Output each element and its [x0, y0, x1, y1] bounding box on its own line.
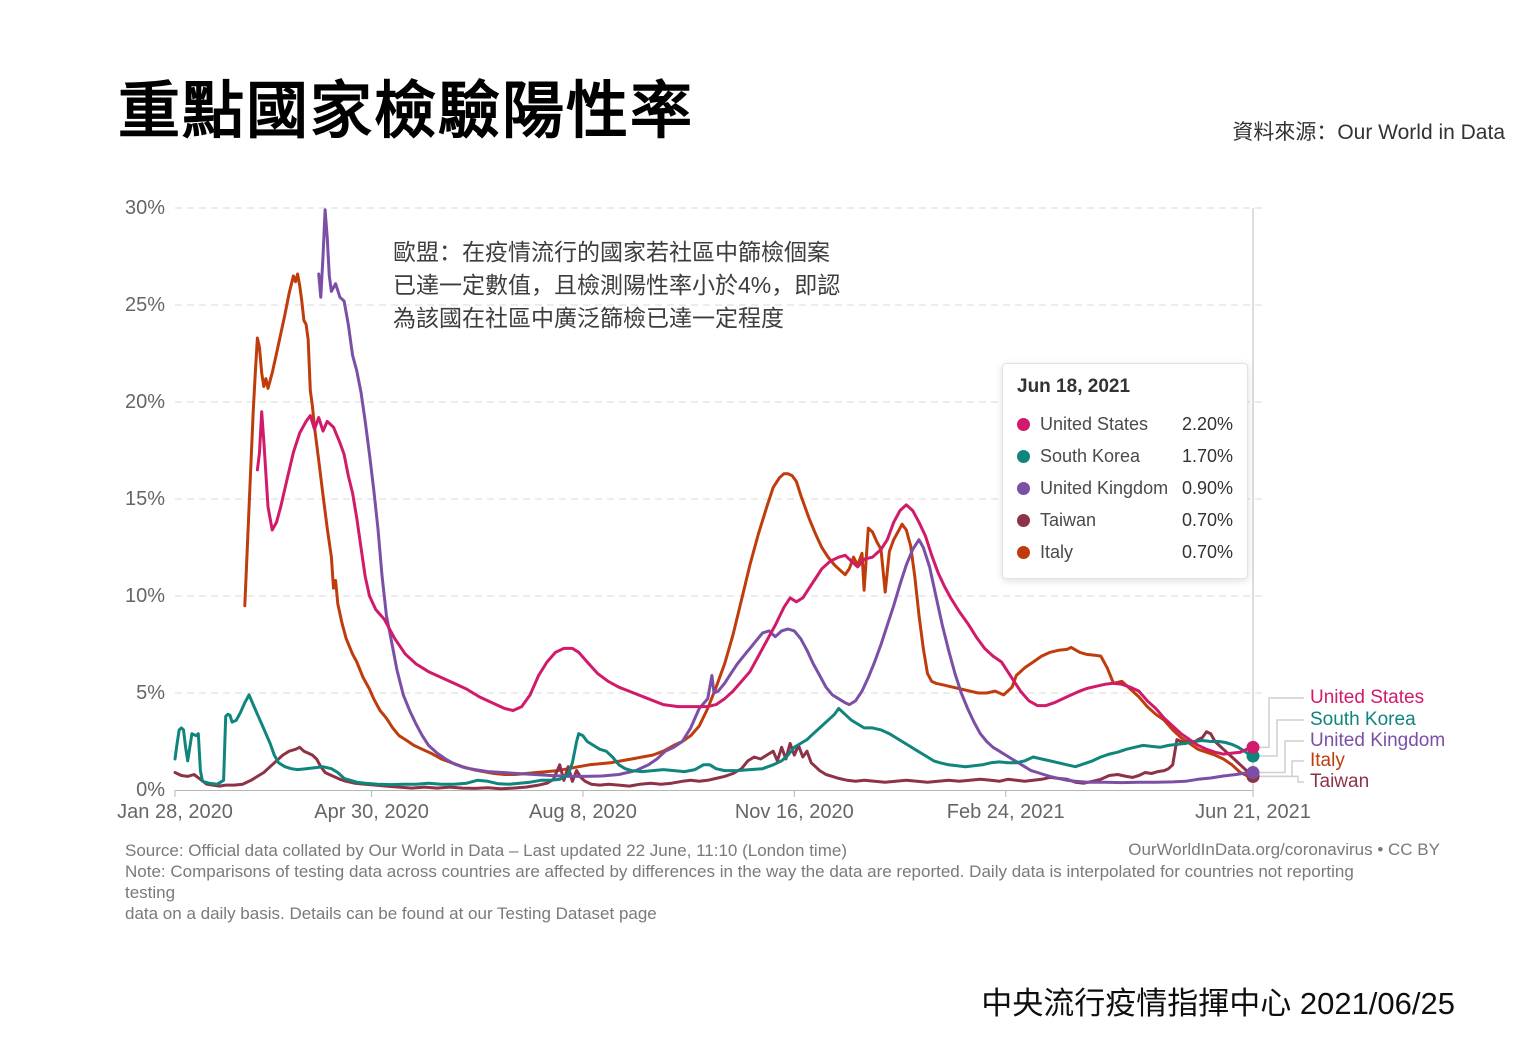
series-end-label-united-kingdom[interactable]: United Kingdom	[1310, 730, 1446, 751]
annotation-line: 已達一定數值，且檢測陽性率小於4%，即認	[393, 272, 841, 298]
chart-footnote: Source: Official data collated by Our Wo…	[125, 840, 1354, 924]
y-tick-label: 25%	[124, 294, 165, 316]
end-label-connector	[1259, 775, 1304, 783]
x-tick-label: Nov 16, 2020	[734, 801, 854, 823]
series-dot-icon	[1017, 513, 1030, 527]
end-label-connector	[1259, 760, 1304, 778]
data-source-label: 資料來源：Our World in Data	[1232, 121, 1505, 144]
series-end-label-united-states[interactable]: United States	[1310, 687, 1425, 708]
tooltip-value: 1.70%	[1181, 445, 1233, 466]
series-end-dot-united-states	[1246, 740, 1260, 754]
tooltip-country: South Korea	[1040, 445, 1141, 466]
x-tick-label: Aug 8, 2020	[529, 801, 637, 823]
hover-tooltip: Jun 18, 2021 United States 2.20% South K…	[1002, 363, 1248, 579]
series-dot-icon	[1017, 449, 1030, 463]
end-label-connector	[1259, 740, 1304, 774]
y-tick-label: 30%	[124, 197, 165, 219]
tooltip-row-united-states: United States 2.20%	[1017, 408, 1233, 440]
y-tick-label: 15%	[124, 488, 165, 510]
series-end-label-south-korea[interactable]: South Korea	[1310, 709, 1416, 730]
series-dot-icon	[1017, 481, 1030, 495]
tooltip-value: 0.90%	[1181, 477, 1233, 498]
tooltip-row-united-kingdom: United Kingdom 0.90%	[1017, 472, 1233, 504]
tooltip-country: United States	[1040, 413, 1149, 434]
y-tick-label: 5%	[136, 682, 165, 704]
series-end-dot-united-kingdom	[1246, 766, 1260, 780]
y-tick-label: 20%	[124, 391, 165, 413]
tooltip-row-taiwan: Taiwan 0.70%	[1017, 504, 1233, 536]
y-tick-label: 0%	[136, 779, 165, 801]
page-title: 重點國家檢驗陽性率	[118, 77, 695, 146]
footnote-note-line: testing	[125, 883, 176, 902]
tooltip-value: 0.70%	[1181, 509, 1233, 530]
series-line-united-states[interactable]	[255, 410, 1255, 756]
tooltip-row-italy: Italy 0.70%	[1017, 536, 1233, 568]
series-line-taiwan[interactable]	[173, 730, 1255, 791]
x-tick-label: Jun 21, 2021	[1195, 801, 1311, 823]
tooltip-row-south-korea: South Korea 1.70%	[1017, 440, 1233, 472]
footnote-source-line: Source: Official data collated by Our Wo…	[125, 841, 847, 860]
eu-threshold-annotation: 歐盟：在疫情流行的國家若社區中篩檢個案 已達一定數值，且檢測陽性率小於4%，即認…	[393, 236, 840, 335]
tooltip-country: Taiwan	[1040, 509, 1097, 530]
series-end-label-italy[interactable]: Italy	[1310, 750, 1345, 771]
series-line-italy[interactable]	[243, 272, 1255, 778]
timeline-slider: Jan 28, 2020 Jun 21, 2021	[0, 915, 1536, 951]
x-tick-label: Apr 30, 2020	[314, 801, 429, 823]
footnote-note-line: data on a daily basis. Details can be fo…	[125, 904, 657, 923]
annotation-line: 為該國在社區中廣泛篩檢已達一定程度	[393, 305, 784, 331]
x-tick-label: Feb 24, 2021	[946, 801, 1065, 823]
tooltip-value: 2.20%	[1181, 413, 1233, 434]
tooltip-value: 0.70%	[1181, 541, 1233, 562]
series-dot-icon	[1017, 417, 1030, 431]
end-label-connector	[1259, 719, 1304, 757]
y-tick-label: 10%	[124, 585, 165, 607]
tooltip-country: United Kingdom	[1040, 477, 1169, 498]
series-dot-icon	[1017, 545, 1030, 559]
tooltip-date: Jun 18, 2021	[1017, 376, 1131, 397]
series-end-label-taiwan[interactable]: Taiwan	[1310, 771, 1370, 792]
tooltip-country: Italy	[1040, 541, 1074, 562]
annotation-line: 歐盟：在疫情流行的國家若社區中篩檢個案	[393, 239, 830, 265]
footnote-note-line: Note: Comparisons of testing data across…	[125, 862, 1354, 881]
cecc-credit: 中央流行疫情指揮中心 2021/06/25	[981, 986, 1455, 1021]
series-line-south-korea[interactable]	[173, 693, 1255, 787]
x-tick-label: Jan 28, 2020	[117, 801, 233, 823]
end-label-connector	[1259, 697, 1304, 749]
owid-attribution-link[interactable]: OurWorldInData.org/coronavirus • CC BY	[1128, 840, 1440, 859]
